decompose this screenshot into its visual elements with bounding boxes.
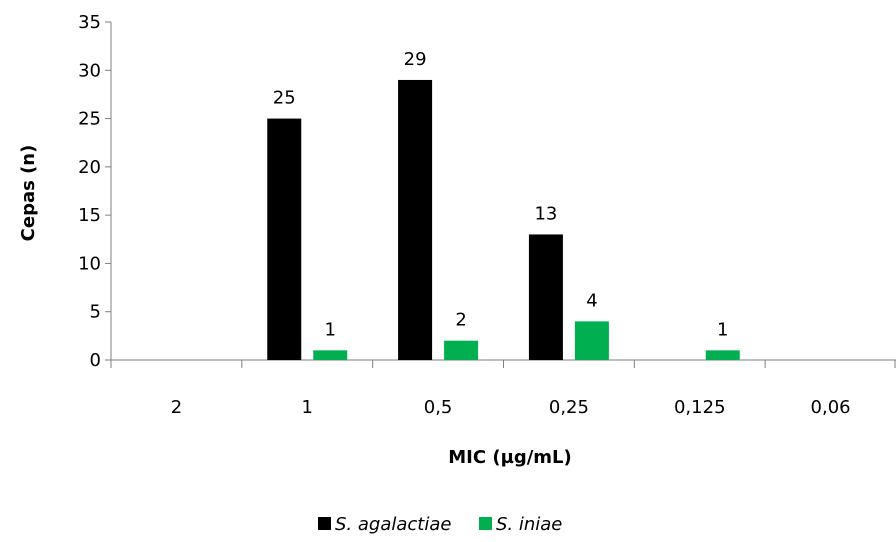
y-axis-title: Cepas (n) <box>18 145 39 242</box>
x-tick-label: 0,5 <box>424 397 453 418</box>
data-label-s-agalactiae: 13 <box>534 203 557 224</box>
legend: S. agalactiae S. iniae <box>318 514 562 535</box>
bar-s-agalactiae <box>398 79 433 360</box>
y-tick-label: 5 <box>90 302 101 323</box>
y-axis: 0 5 10 15 20 25 30 35 <box>78 12 112 371</box>
y-tick-label: 0 <box>90 350 101 371</box>
x-axis-title: MIC (µg/mL) <box>448 447 571 468</box>
x-tick-label: 0,06 <box>811 397 851 418</box>
data-label-s-agalactiae: 25 <box>273 88 296 109</box>
bars-group <box>267 79 740 360</box>
y-tick-label: 15 <box>78 205 101 226</box>
data-label-s-iniae: 4 <box>586 290 597 311</box>
x-axis: 2 1 0,5 0,25 0,125 0,06 <box>110 359 896 418</box>
y-tick-label: 20 <box>78 157 101 178</box>
data-label-s-iniae: 1 <box>325 319 336 340</box>
data-label-s-iniae: 1 <box>717 319 728 340</box>
bar-s-iniae <box>574 321 609 360</box>
legend-label-s-agalactiae: S. agalactiae <box>335 514 451 535</box>
bar-s-iniae <box>705 350 740 360</box>
data-labels-group: 25 29 13 1 2 4 1 <box>273 49 729 340</box>
data-label-s-iniae: 2 <box>455 310 466 331</box>
legend-label-s-iniae: S. iniae <box>496 514 562 535</box>
y-tick-label: 25 <box>78 109 101 130</box>
bar-s-agalactiae <box>528 234 563 360</box>
legend-swatch-s-agalactiae <box>318 517 331 530</box>
x-tick-label: 0,125 <box>674 397 726 418</box>
y-tick-label: 30 <box>78 60 101 81</box>
legend-swatch-s-iniae <box>479 517 492 530</box>
x-tick-label: 1 <box>302 397 313 418</box>
data-label-s-agalactiae: 29 <box>404 49 427 70</box>
bar-s-agalactiae <box>267 118 302 360</box>
x-tick-label: 2 <box>171 397 182 418</box>
y-tick-label: 35 <box>78 12 101 33</box>
bar-s-iniae <box>444 340 479 360</box>
bar-s-iniae <box>313 350 348 360</box>
x-tick-label: 0,25 <box>549 397 589 418</box>
y-tick-label: 10 <box>78 253 101 274</box>
